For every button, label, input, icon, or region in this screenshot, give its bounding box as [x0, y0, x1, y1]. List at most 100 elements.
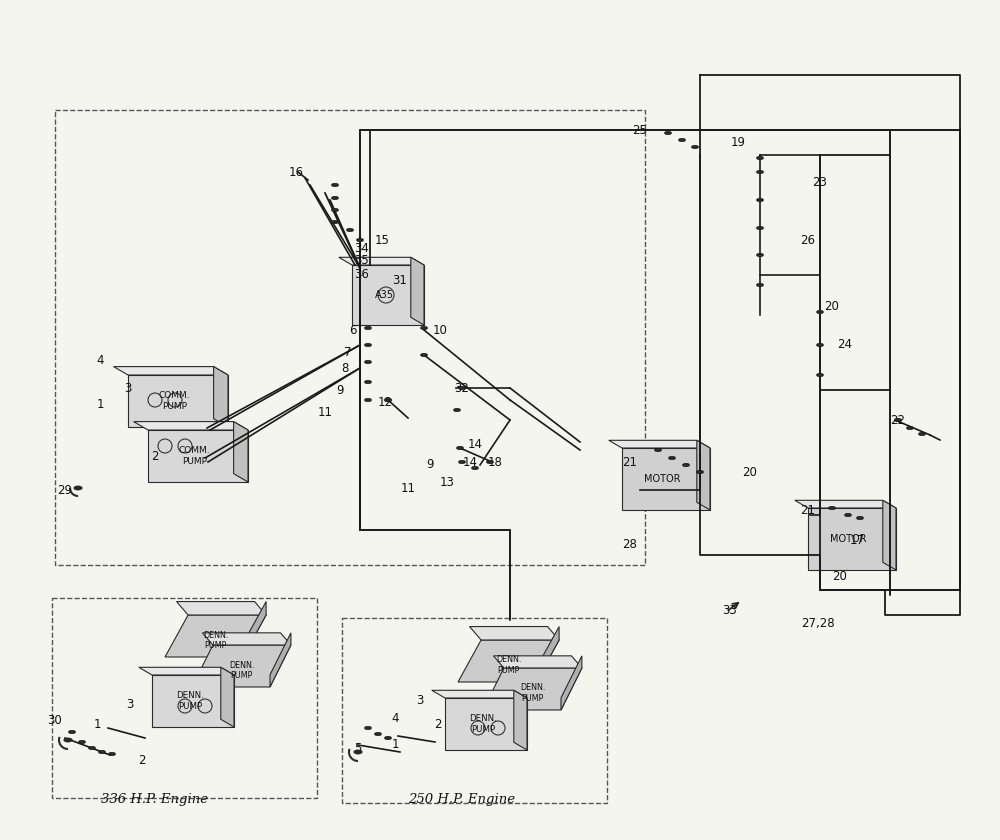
Ellipse shape	[374, 732, 382, 736]
Ellipse shape	[918, 433, 926, 436]
Ellipse shape	[757, 226, 764, 230]
Polygon shape	[202, 633, 291, 645]
Text: 8: 8	[341, 361, 349, 375]
Ellipse shape	[757, 198, 764, 202]
Polygon shape	[697, 440, 710, 510]
Text: COMM.
PUMP: COMM. PUMP	[179, 446, 210, 465]
Polygon shape	[177, 601, 266, 615]
Bar	[342, 618, 607, 803]
Ellipse shape	[456, 446, 464, 449]
Ellipse shape	[332, 208, 338, 212]
Text: 23: 23	[813, 176, 827, 188]
Text: 336 H.P. Engine: 336 H.P. Engine	[101, 794, 209, 806]
Text: 20: 20	[833, 570, 847, 584]
Polygon shape	[270, 633, 291, 687]
Polygon shape	[622, 448, 710, 510]
Polygon shape	[493, 656, 582, 668]
Ellipse shape	[364, 344, 372, 347]
Ellipse shape	[347, 228, 354, 232]
Polygon shape	[514, 690, 527, 750]
Polygon shape	[134, 422, 248, 430]
Polygon shape	[234, 422, 248, 482]
Text: DENN.
PUMP: DENN. PUMP	[496, 655, 521, 675]
Text: 1: 1	[93, 718, 101, 732]
Polygon shape	[214, 366, 228, 427]
Text: 36: 36	[355, 269, 369, 281]
Polygon shape	[411, 257, 424, 325]
Ellipse shape	[816, 344, 824, 347]
Text: DENN.
PUMP: DENN. PUMP	[520, 684, 545, 703]
Polygon shape	[536, 627, 559, 682]
Text: DENN.
PUMP: DENN. PUMP	[203, 631, 228, 650]
Text: 28: 28	[623, 538, 637, 552]
Text: 29: 29	[58, 484, 72, 496]
Text: DENN.
PUMP: DENN. PUMP	[176, 691, 204, 711]
Ellipse shape	[364, 326, 372, 330]
Polygon shape	[339, 257, 424, 265]
Polygon shape	[609, 440, 710, 448]
Polygon shape	[795, 501, 896, 508]
Ellipse shape	[332, 183, 338, 186]
Ellipse shape	[844, 513, 852, 517]
Text: DENN.
PUMP: DENN. PUMP	[229, 660, 254, 680]
Text: 2: 2	[151, 450, 159, 464]
Ellipse shape	[98, 750, 106, 753]
Ellipse shape	[364, 398, 372, 402]
Text: 35: 35	[355, 254, 369, 266]
Ellipse shape	[682, 463, 690, 467]
Ellipse shape	[458, 386, 466, 390]
Text: 20: 20	[825, 300, 839, 312]
Text: 9: 9	[336, 384, 344, 396]
Text: 12: 12	[378, 396, 392, 408]
Ellipse shape	[696, 470, 704, 474]
Polygon shape	[128, 375, 228, 427]
Polygon shape	[470, 627, 559, 640]
Ellipse shape	[354, 750, 362, 754]
Text: 32: 32	[455, 381, 469, 395]
Ellipse shape	[472, 466, 479, 470]
Text: 22: 22	[891, 413, 906, 427]
Text: 5: 5	[354, 742, 362, 754]
Ellipse shape	[668, 456, 676, 459]
Text: 16: 16	[288, 165, 304, 178]
Text: 30: 30	[48, 713, 62, 727]
Text: COMM.
PUMP: COMM. PUMP	[159, 391, 190, 411]
Text: 4: 4	[96, 354, 104, 366]
Ellipse shape	[364, 360, 372, 364]
Text: 20: 20	[743, 465, 757, 479]
Polygon shape	[192, 645, 291, 687]
Text: 6: 6	[349, 323, 357, 337]
Ellipse shape	[486, 460, 494, 464]
Text: 15: 15	[375, 234, 389, 246]
Ellipse shape	[895, 418, 902, 422]
Polygon shape	[883, 501, 896, 570]
Ellipse shape	[108, 753, 116, 756]
Ellipse shape	[828, 507, 836, 510]
Ellipse shape	[364, 727, 372, 730]
Text: 17: 17	[850, 533, 864, 547]
Ellipse shape	[364, 381, 372, 384]
Ellipse shape	[856, 517, 864, 520]
Ellipse shape	[88, 746, 96, 750]
Ellipse shape	[664, 131, 672, 134]
Text: 1: 1	[96, 398, 104, 412]
Text: 10: 10	[433, 323, 447, 337]
Polygon shape	[432, 690, 527, 698]
Polygon shape	[808, 508, 896, 570]
Ellipse shape	[692, 145, 698, 149]
Bar	[55, 110, 645, 565]
Polygon shape	[152, 675, 234, 727]
Polygon shape	[352, 265, 424, 325]
Text: 14: 14	[468, 438, 482, 450]
Polygon shape	[165, 615, 266, 657]
Text: 250 H.P. Engine: 250 H.P. Engine	[408, 794, 516, 806]
Text: 3: 3	[124, 381, 132, 395]
Ellipse shape	[356, 239, 364, 242]
Ellipse shape	[757, 171, 764, 174]
Text: 7: 7	[344, 345, 352, 359]
Text: 33: 33	[723, 603, 737, 617]
Ellipse shape	[68, 730, 76, 734]
Text: 14: 14	[462, 455, 478, 469]
Bar	[52, 598, 317, 798]
Polygon shape	[114, 366, 228, 375]
